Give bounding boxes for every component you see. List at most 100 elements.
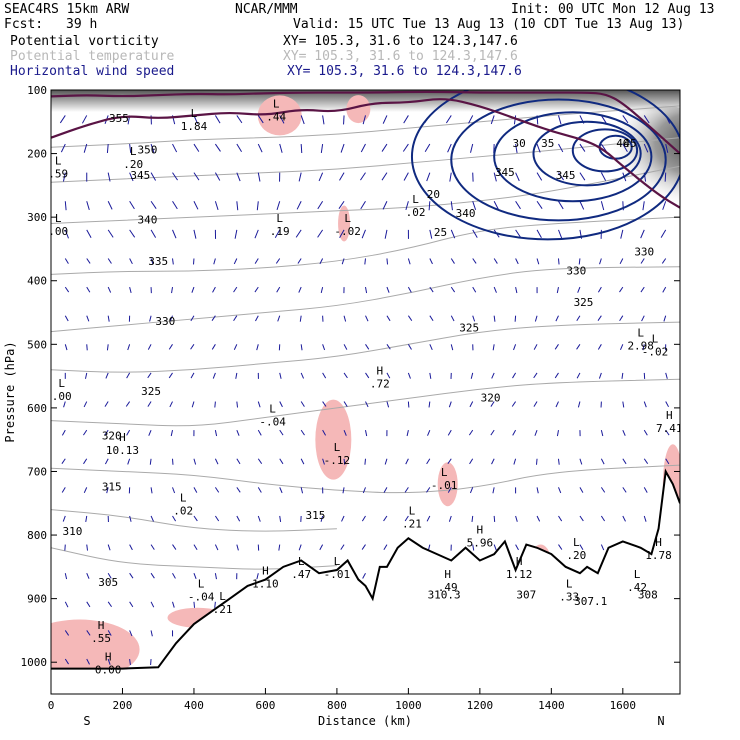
wind-vector [407,286,412,293]
wind-vector [279,458,284,465]
wind-vector [579,544,584,551]
wind-vector [257,515,261,522]
wind-vector [60,143,66,153]
wind-vector [83,429,88,436]
wind-vector [558,544,563,550]
extremum-low-marker: L [566,577,573,590]
wind-vector [150,487,153,494]
wind-vector [622,458,627,465]
y-tick-label: 700 [27,465,47,478]
wind-vector [61,429,66,436]
wind-vector [107,172,111,182]
pv-shading-blob [51,619,140,680]
wind-vector [86,344,88,351]
wind-vector [211,315,216,321]
wind-speed-label: 25 [434,226,447,239]
wind-vector [339,172,345,181]
wind-vector [426,458,431,465]
wind-vector [386,258,389,265]
wind-vector [472,315,476,322]
wind-vector [491,372,495,379]
wind-vector [579,458,583,465]
wind-vector [428,401,431,408]
wind-vector [493,201,499,210]
wind-vector [343,372,348,379]
wind-vector [84,372,88,379]
wind-vector [662,201,667,210]
wind-vector [256,573,259,580]
terrain-line [51,468,680,670]
pv-contour-2 [51,98,680,209]
legend-wind-name: Horizontal wind speed [10,64,175,79]
wind-vector [129,229,136,238]
wind-vector [600,458,605,465]
extremum-low-marker: L [652,333,659,346]
y-tick-label: 100 [27,84,47,97]
wind-vector [296,201,302,210]
wind-vector [665,401,669,408]
extremum-value: .55 [91,632,111,645]
wind-vector [536,172,543,181]
wind-vector [104,429,109,436]
extremum-low-marker: L [198,577,205,590]
extremum-high-marker: H [262,565,269,578]
wind-vector [297,258,302,264]
wind-vector [276,201,281,210]
wind-vector [129,630,133,637]
wind-vector [361,544,366,550]
wind-vector [299,315,302,322]
theta-contour-335 [51,216,680,275]
wind-vector [233,344,238,350]
wind-vector [340,143,345,153]
wind-vector [104,458,109,465]
wind-vector [257,115,264,124]
wind-vector [386,401,390,408]
y-tick-label: 400 [27,275,47,288]
wind-vector [193,201,199,210]
extremum-high-marker: H [516,555,523,568]
extremum-high-marker: H [477,523,484,536]
extremum-value: 0.00 [95,664,122,677]
extremum-low-marker: L [409,504,416,517]
wind-vector [515,258,519,265]
wind-vector [86,258,91,264]
wind-vector [578,258,581,265]
wind-vector [534,315,538,322]
wind-vector [365,372,370,379]
wind-vector [407,258,411,265]
wind-vector [579,143,586,152]
x-tick-label: 1000 [395,699,422,712]
theta-label: 350 [138,144,158,157]
wind-vector [64,286,70,293]
wind-vector [256,201,259,211]
wind-vector [193,458,197,465]
x-tick-label: 800 [327,699,347,712]
legend-theta-name: Potential temperature [10,49,175,64]
legend-pv-name: Potential vorticity [10,34,159,49]
wind-vector [472,286,477,293]
wind-vector [554,372,559,379]
wind-vector [555,315,559,322]
wind-vector [619,344,624,351]
wind-vector [61,458,66,464]
y-tick-label: 600 [27,402,47,415]
wind-vector [193,487,198,493]
wind-vector [579,515,584,522]
wind-vector [318,172,324,182]
wind-vector [150,572,155,579]
wind-vector [386,344,391,350]
wind-vector [129,601,134,608]
wind-vector [445,115,452,124]
wind-vector [107,544,111,551]
wind-vector [600,515,606,522]
wind-vector [558,172,564,181]
wind-vector [533,344,538,350]
wind-vector [274,229,281,238]
wind-speed-contour-25 [450,98,667,222]
wind-vector [619,286,624,293]
wind-vector [172,601,175,608]
wind-vector [148,429,152,436]
wind-vector [450,286,456,293]
x-tick-label: 600 [255,699,275,712]
theta-label: 335 [148,255,168,268]
